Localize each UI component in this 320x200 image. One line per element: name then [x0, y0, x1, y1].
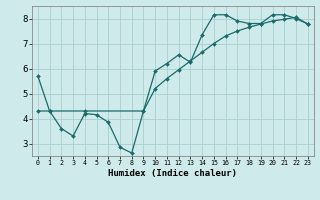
X-axis label: Humidex (Indice chaleur): Humidex (Indice chaleur) [108, 169, 237, 178]
